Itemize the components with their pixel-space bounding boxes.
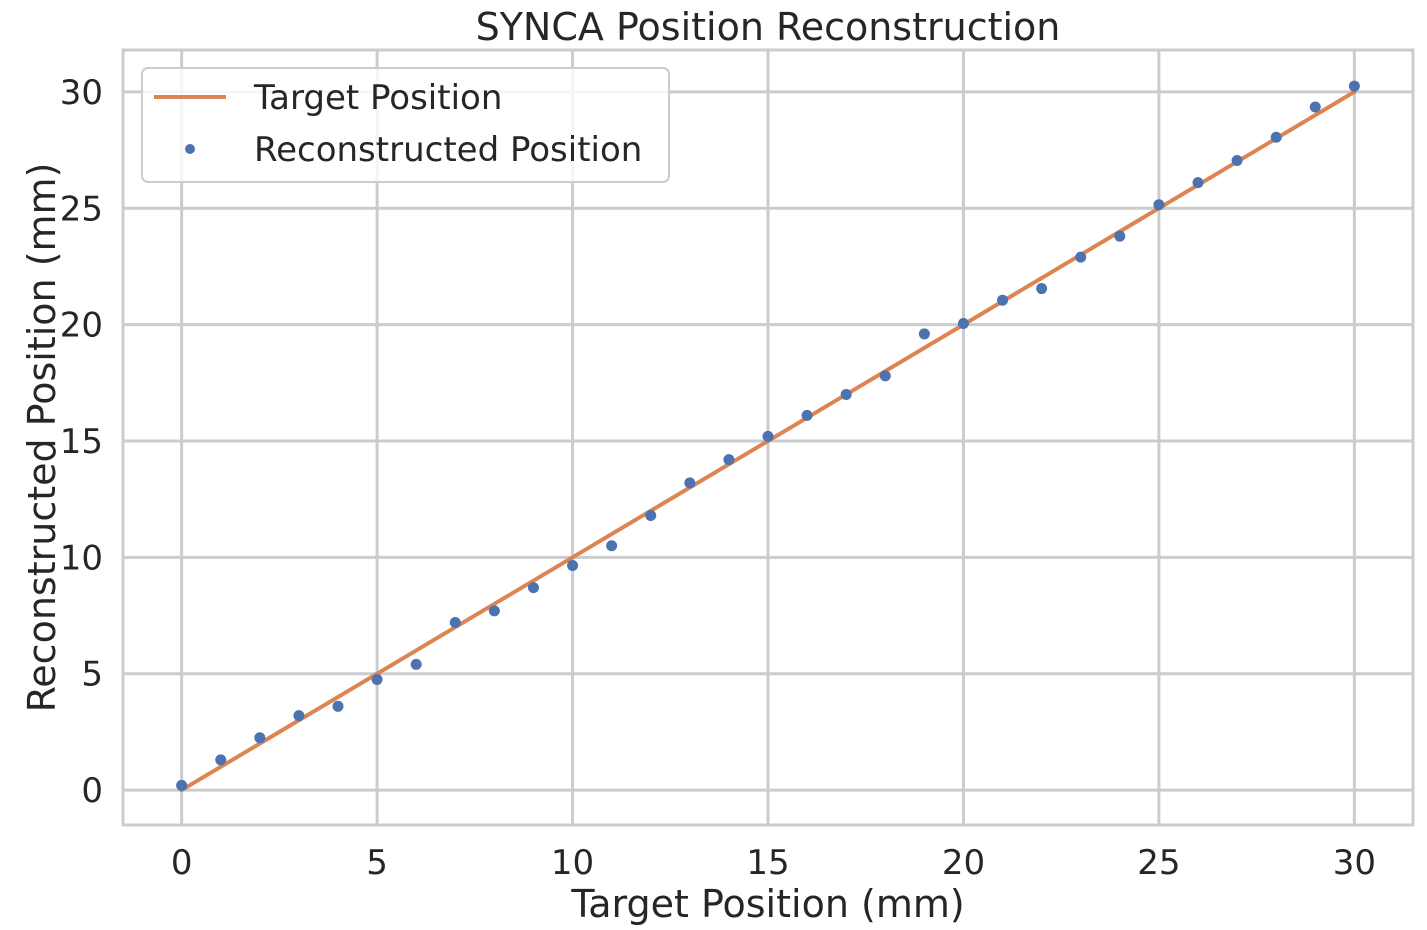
data-point xyxy=(449,617,461,629)
data-point xyxy=(762,430,774,442)
data-point xyxy=(879,370,891,382)
data-point xyxy=(801,409,813,421)
y-tick-label: 25 xyxy=(60,189,103,229)
data-point xyxy=(1231,155,1243,167)
y-tick-label: 15 xyxy=(60,422,103,462)
data-point xyxy=(840,388,852,400)
data-point xyxy=(957,317,969,329)
data-point xyxy=(1309,101,1321,113)
chart-title: SYNCA Position Reconstruction xyxy=(476,5,1061,49)
data-point xyxy=(527,582,539,594)
y-axis-label: Reconstructed Position (mm) xyxy=(20,163,64,713)
legend: Target Position Reconstructed Position xyxy=(141,67,670,183)
x-tick-label: 25 xyxy=(1137,843,1180,883)
y-tick-label: 20 xyxy=(60,306,103,346)
x-tick-label: 0 xyxy=(171,843,193,883)
legend-label-reconstructed-position: Reconstructed Position xyxy=(254,130,642,170)
x-tick-labels: 0 5 10 15 20 25 30 xyxy=(171,843,1376,883)
x-tick-label: 10 xyxy=(551,843,594,883)
data-point xyxy=(1114,230,1126,242)
data-point xyxy=(1075,251,1087,263)
data-point xyxy=(1270,131,1282,143)
legend-box xyxy=(141,67,670,183)
x-tick-label: 30 xyxy=(1333,843,1376,883)
y-tick-label: 30 xyxy=(60,73,103,113)
x-axis-label: Target Position (mm) xyxy=(570,882,964,926)
data-point xyxy=(645,509,657,521)
data-point xyxy=(723,454,735,466)
x-tick-label: 15 xyxy=(746,843,789,883)
legend-marker-swatch xyxy=(185,144,195,154)
data-point xyxy=(410,658,422,670)
plot-frame xyxy=(121,48,1415,827)
x-tick-label: 20 xyxy=(942,843,985,883)
y-tick-label: 5 xyxy=(81,655,103,695)
data-point xyxy=(997,294,1009,306)
y-tick-label: 10 xyxy=(60,538,103,578)
y-tick-label: 0 xyxy=(81,771,103,811)
data-point xyxy=(215,754,227,766)
data-point xyxy=(332,700,344,712)
legend-label-target-position: Target Position xyxy=(253,78,502,118)
data-point xyxy=(567,560,579,572)
data-point xyxy=(254,732,266,744)
data-point xyxy=(488,605,500,617)
data-point xyxy=(1036,283,1048,295)
data-point xyxy=(371,674,383,686)
data-point xyxy=(606,540,618,552)
data-point xyxy=(1348,80,1360,92)
data-point xyxy=(684,477,696,489)
y-tick-labels: 0 5 10 15 20 25 30 xyxy=(60,73,103,811)
data-point xyxy=(1153,199,1165,211)
data-point xyxy=(293,710,305,722)
data-point xyxy=(918,328,930,340)
series-layer xyxy=(176,80,1360,793)
data-point xyxy=(176,779,188,791)
data-point xyxy=(1192,177,1204,189)
x-tick-label: 5 xyxy=(366,843,388,883)
